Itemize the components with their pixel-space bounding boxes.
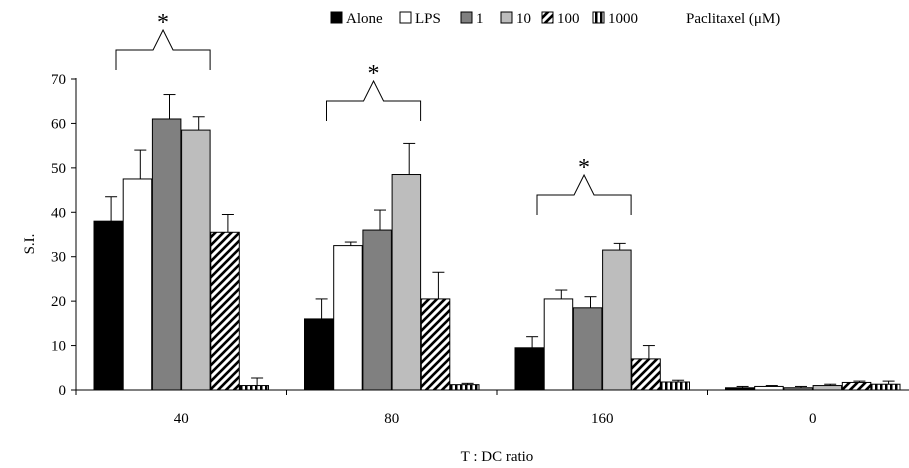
legend-label: Alone [346,11,383,27]
x-tick-label: 40 [174,411,189,427]
bar [871,383,901,391]
bar [151,118,182,391]
y-tick-label: 10 [51,339,66,355]
legend-swatch [460,11,473,24]
significance-bracket [326,79,422,121]
y-tick-label: 70 [51,72,66,88]
significance-asterisk: * [578,155,590,181]
y-axis: 0 10 20 30 40 50 60 70 [51,72,77,399]
x-axis: 40 80 160 0 [75,389,909,427]
y-tick-label: 30 [51,250,66,266]
bar [210,231,240,391]
legend-title: Paclitaxel (μM) [686,11,780,27]
legend-swatch [541,11,554,24]
legend-label: 1 [476,11,484,27]
legend-label: 100 [557,11,580,27]
bar [841,381,872,391]
bar [333,245,363,391]
bar [812,385,843,391]
bar [543,298,574,391]
y-tick-label: 0 [59,383,67,399]
legend-swatch [399,11,412,24]
bar [362,229,392,391]
bar [572,307,603,391]
x-tick-label: 0 [809,411,817,427]
legend: Alone LPS 1 10 100 1000 Paclitaxel (μM) [330,11,780,27]
x-axis-label: T : DC ratio [461,449,534,465]
y-tick-label: 50 [51,161,66,177]
bars [93,94,901,391]
y-tick-label: 40 [51,205,66,221]
legend-label: LPS [415,11,441,27]
x-tick-label: 80 [384,411,399,427]
bar [514,347,544,391]
legend-swatch [500,11,513,24]
bar [391,174,422,391]
bar [602,249,632,391]
significance-asterisk: * [368,61,380,87]
bar [754,385,784,391]
bar [420,298,451,391]
annotations: * * * [115,10,632,215]
x-tick-label: 160 [591,411,614,427]
legend-swatch [330,11,343,24]
significance-asterisk: * [157,10,169,36]
y-tick-label: 60 [51,116,66,132]
bar [450,384,480,391]
bar [122,178,153,391]
significance-bracket [536,173,632,215]
bar [631,358,661,391]
bar [181,129,211,391]
bar [239,385,269,391]
bar [93,220,123,391]
legend-label: 1000 [608,11,638,27]
bar [304,318,334,391]
y-axis-label: S.I. [22,234,38,255]
significance-bracket [115,28,211,70]
bar [660,381,690,391]
legend-label: 10 [516,11,531,27]
legend-swatch [592,11,605,24]
y-tick-label: 20 [51,294,66,310]
